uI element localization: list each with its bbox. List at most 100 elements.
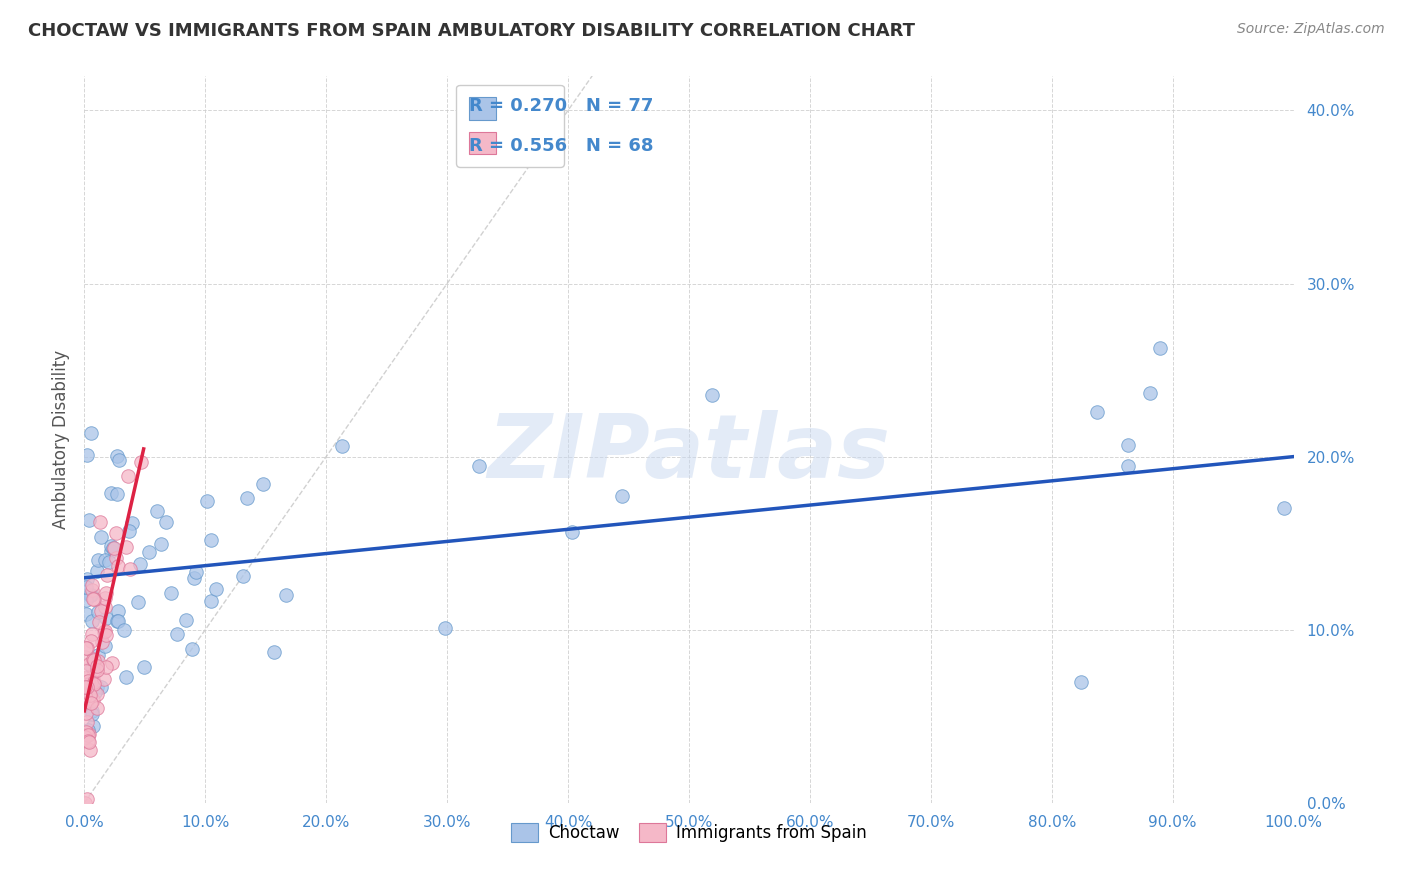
Point (82, 659, 104, 673)
Point (94, 553, 117, 567)
Point (75, 725, 97, 739)
Point (103, 541, 125, 555)
Point (75, 688, 97, 702)
Point (96, 611, 118, 625)
Point (75, 607, 97, 621)
Point (83, 675, 105, 690)
Point (82, 591, 104, 606)
Point (195, 494, 218, 508)
Point (181, 642, 204, 657)
Point (1116, 438, 1139, 452)
Point (77, 734, 100, 748)
Point (150, 537, 173, 551)
Point (94, 640, 117, 654)
Point (89, 515, 111, 529)
Point (82, 583, 104, 598)
Point (73, 689, 96, 703)
Point (76, 728, 98, 742)
Point (155, 515, 177, 529)
Point (1085, 405, 1108, 419)
Point (77, 735, 100, 749)
Point (83, 677, 105, 691)
Point (89, 615, 111, 629)
Point (94, 628, 117, 642)
Point (77, 727, 100, 741)
Point (100, 485, 122, 500)
Point (1272, 500, 1295, 515)
Point (76, 694, 98, 708)
Point (77, 657, 100, 671)
Point (79, 588, 101, 602)
Point (84, 685, 107, 699)
Point (1149, 341, 1171, 355)
Point (101, 541, 124, 556)
Point (112, 623, 135, 637)
Point (76, 673, 98, 688)
Point (93, 624, 115, 639)
Point (121, 516, 143, 530)
Point (75, 681, 97, 695)
Text: Source: ZipAtlas.com: Source: ZipAtlas.com (1237, 22, 1385, 37)
Point (91, 635, 114, 649)
Point (200, 533, 222, 547)
Y-axis label: Ambulatory Disability: Ambulatory Disability (52, 350, 70, 529)
Point (94, 600, 117, 615)
Point (146, 504, 169, 518)
Point (205, 582, 228, 596)
Point (90, 680, 112, 694)
Point (107, 604, 129, 618)
Point (86, 701, 108, 715)
Point (80, 634, 103, 648)
Point (83, 592, 105, 607)
Point (105, 551, 128, 566)
Point (76, 680, 98, 694)
Point (86, 659, 108, 673)
Point (1116, 459, 1139, 474)
Point (1139, 385, 1161, 400)
Point (118, 562, 141, 576)
Point (73, 671, 96, 685)
Point (107, 614, 129, 628)
Point (80, 674, 103, 689)
Point (118, 524, 141, 538)
Point (80, 707, 103, 722)
Point (86, 687, 108, 701)
Point (174, 613, 197, 627)
Point (105, 615, 128, 629)
Point (96, 660, 118, 674)
Point (76, 640, 98, 655)
Point (107, 449, 129, 463)
Point (77, 723, 100, 737)
Point (80, 705, 103, 719)
Point (90, 603, 112, 617)
Point (75, 640, 97, 655)
Point (77, 513, 100, 527)
Point (73, 649, 96, 664)
Point (100, 543, 122, 558)
Point (73, 796, 96, 810)
Legend: Choctaw, Immigrants from Spain: Choctaw, Immigrants from Spain (505, 816, 873, 849)
Point (115, 540, 138, 554)
Point (166, 627, 188, 641)
Point (100, 539, 122, 553)
Point (77, 728, 100, 742)
Point (1070, 675, 1092, 690)
Point (79, 743, 101, 757)
Point (160, 585, 183, 599)
Point (107, 453, 129, 467)
Point (82, 693, 104, 707)
Point (76, 448, 98, 462)
Text: ZIPatlas: ZIPatlas (488, 410, 890, 498)
Point (610, 489, 633, 503)
Point (263, 645, 285, 659)
Point (80, 627, 103, 641)
Point (86, 564, 108, 578)
Point (79, 688, 101, 702)
Point (468, 458, 491, 473)
Text: CHOCTAW VS IMMIGRANTS FROM SPAIN AMBULATORY DISABILITY CORRELATION CHART: CHOCTAW VS IMMIGRANTS FROM SPAIN AMBULAT… (28, 22, 915, 40)
Point (75, 706, 97, 720)
Point (79, 681, 101, 696)
Point (75, 725, 97, 739)
Point (138, 545, 160, 559)
Point (129, 455, 152, 469)
